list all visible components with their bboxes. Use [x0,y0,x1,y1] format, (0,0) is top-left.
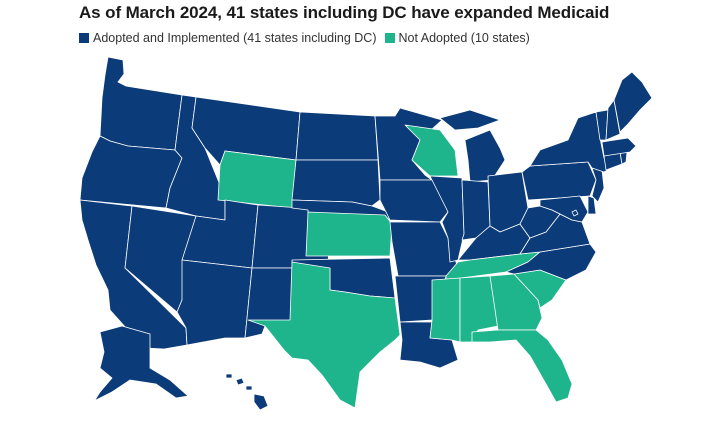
map-title: As of March 2024, 41 states including DC… [79,3,610,22]
legend-label-adopted: Adopted and Implemented (41 states inclu… [93,31,377,45]
state-nc [505,243,597,281]
state-ak [89,325,189,409]
state-mi-lower [464,129,506,183]
state-tx [247,261,401,409]
state-hi-1 [225,373,233,379]
state-ny [529,111,613,173]
state-hi-3 [245,385,253,391]
state-wy [217,150,297,209]
state-ks [305,211,393,257]
state-hi-2 [235,377,245,386]
legend-swatch-adopted [79,33,89,43]
legend-swatch-not-adopted [384,33,395,43]
state-mi [439,109,501,131]
state-me [613,71,653,133]
state-md [539,195,589,223]
legend-item-not-adopted: Not Adopted (10 states) [384,31,530,45]
state-wi [404,124,459,177]
state-ms [429,277,461,343]
state-pa [521,161,597,201]
state-nh [605,99,621,141]
legend: Adopted and Implemented (41 states inclu… [79,31,538,45]
state-az [176,259,253,346]
state-nd [295,111,379,161]
legend-item-adopted: Adopted and Implemented (41 states inclu… [79,31,377,45]
state-ma [601,137,637,157]
state-dc [571,209,579,217]
legend-label-not-adopted: Not Adopted (10 states) [398,31,530,45]
state-wa [99,56,183,151]
state-fl [471,329,573,403]
state-de [587,195,597,215]
state-sd [291,159,381,207]
state-hi-4 [253,393,269,411]
